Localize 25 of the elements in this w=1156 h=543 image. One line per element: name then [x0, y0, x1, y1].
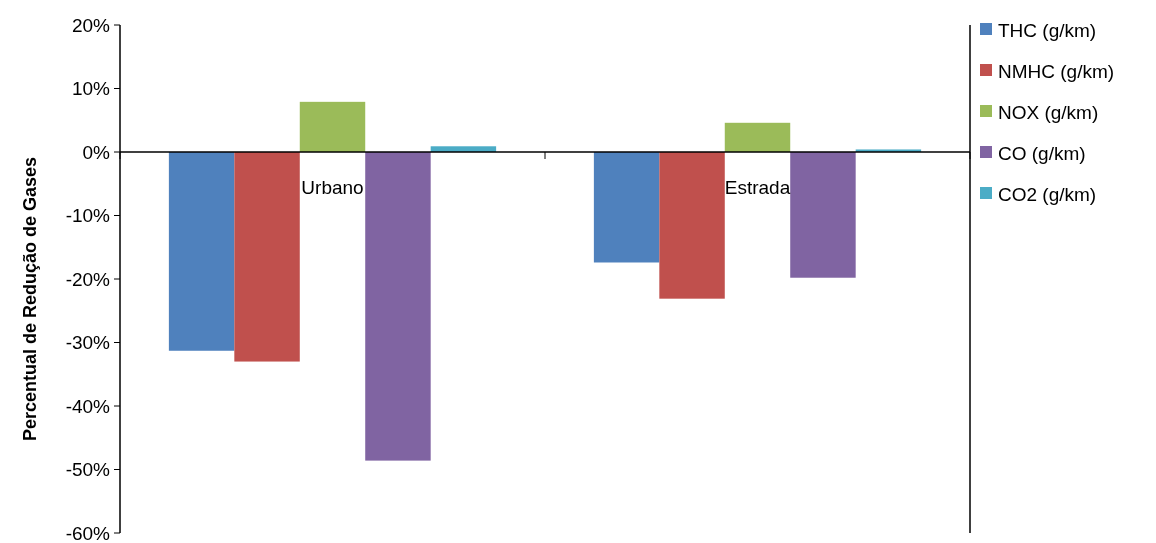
y-tick-label: 20% [71, 14, 111, 36]
legend-label: NOX (g/km) [998, 101, 1099, 123]
y-tick-label: -20% [65, 268, 111, 290]
y-tick-label: -30% [65, 332, 111, 354]
bar [790, 152, 856, 278]
y-tick-label: 10% [71, 78, 111, 100]
bar [234, 152, 300, 362]
legend-label: THC (g/km) [998, 19, 1097, 41]
bar [593, 152, 660, 263]
y-axis-title: Percentual de Redução de Gases [20, 156, 40, 442]
bar [168, 152, 235, 351]
y-tick-label: -50% [65, 459, 111, 481]
bar [724, 122, 791, 152]
legend-label: CO (g/km) [998, 142, 1086, 164]
x-tick-label: Urbano [301, 177, 364, 198]
bar [365, 152, 431, 461]
y-tick-label: -60% [65, 522, 111, 543]
x-tick-label: Estrada [724, 177, 791, 198]
y-tick-label: -10% [65, 205, 111, 227]
bar [659, 152, 725, 299]
y-tick-label: 0% [82, 141, 111, 163]
legend-label: NMHC (g/km) [998, 60, 1115, 82]
y-tick-label: -40% [65, 395, 111, 417]
legend-label: CO2 (g/km) [998, 183, 1097, 205]
bar [299, 101, 366, 152]
